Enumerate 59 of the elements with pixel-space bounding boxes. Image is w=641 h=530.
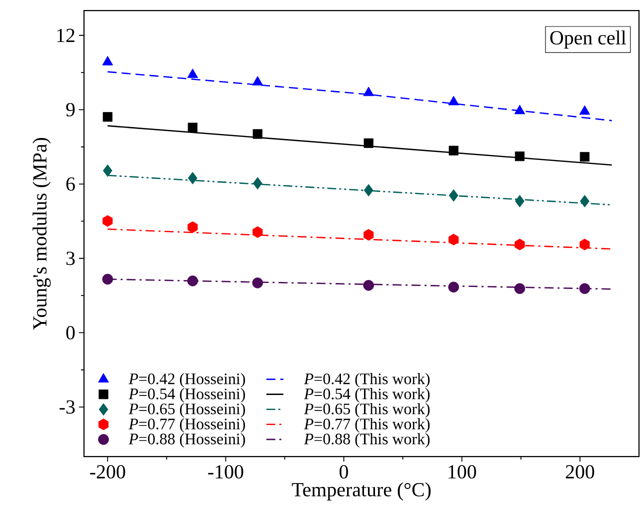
y-tick-label: 6	[66, 177, 75, 191]
legend-label: P=0.88 (Hosseini)	[128, 433, 245, 448]
point	[252, 129, 262, 139]
y-tick-label: -3	[60, 400, 75, 414]
point	[363, 86, 374, 96]
point	[580, 152, 590, 162]
point	[448, 96, 460, 106]
y-tick-label: 9	[66, 103, 75, 116]
point	[580, 194, 590, 208]
point	[188, 122, 198, 132]
y-tick-label: 0	[66, 326, 75, 340]
y-tick-label: 12	[57, 28, 74, 42]
point	[448, 234, 459, 246]
x-tick-label: -100	[208, 465, 244, 479]
point	[448, 189, 458, 202]
point	[364, 184, 374, 196]
point	[187, 276, 198, 286]
point	[188, 172, 198, 184]
legend-label: P=0.77 (Hosseini)	[128, 418, 245, 433]
point	[102, 164, 112, 177]
point	[448, 282, 460, 293]
point	[448, 146, 458, 156]
legend-label: P=0.42 (Hosseini)	[128, 373, 245, 388]
point	[514, 283, 526, 294]
point	[579, 283, 590, 294]
point	[187, 68, 198, 78]
annotation: Open cell	[550, 30, 626, 49]
point	[252, 177, 262, 190]
x-tick-label: -200	[90, 465, 126, 479]
point	[102, 56, 114, 66]
y-axis-title: Young's modulus (MPa)	[32, 138, 51, 330]
x-tick-label: 0	[340, 465, 348, 479]
point	[514, 151, 525, 162]
point	[252, 278, 263, 288]
legend-label: P=0.65 (This work)	[304, 403, 430, 418]
point	[102, 215, 113, 227]
point	[252, 226, 263, 238]
point	[364, 229, 374, 241]
legend-label: P=0.88 (This work)	[304, 433, 430, 448]
legend-label: P=0.54 (Hosseini)	[128, 388, 245, 403]
legend-label: P=0.54 (This work)	[304, 388, 430, 403]
point	[102, 274, 114, 285]
point	[515, 194, 524, 208]
x-tick-label: 200	[566, 465, 594, 479]
point	[102, 112, 112, 122]
point	[580, 238, 590, 250]
point	[364, 138, 374, 148]
x-axis-title: Temperature (°C)	[292, 482, 431, 500]
point	[252, 76, 263, 86]
point	[188, 221, 198, 233]
point	[579, 105, 590, 115]
legend-label: P=0.42 (This work)	[304, 373, 430, 388]
point	[514, 238, 525, 250]
x-tick-label: 100	[448, 465, 476, 479]
legend-label: P=0.77 (This work)	[304, 418, 430, 433]
y-tick-label: 3	[66, 252, 75, 266]
legend-label: P=0.65 (Hosseini)	[128, 403, 245, 418]
point	[363, 280, 374, 291]
point	[514, 104, 526, 114]
